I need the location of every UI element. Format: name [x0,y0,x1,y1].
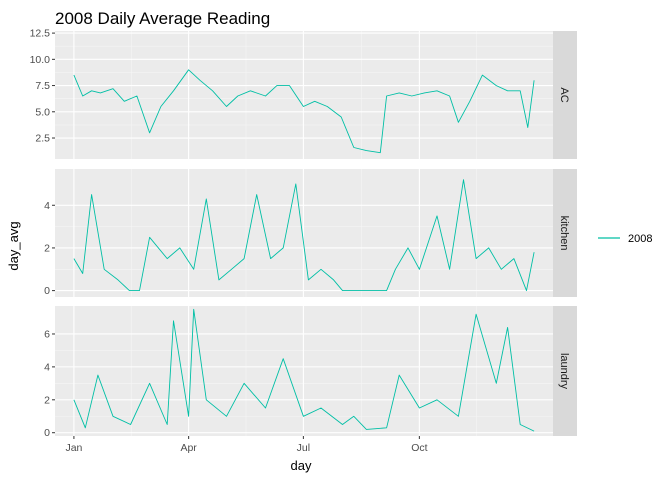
facet-kitchen: 0 2 4 kitchen [44,169,577,297]
facet-strip [553,31,577,159]
y-axis-title: day_avg [6,221,21,270]
facet-panels: 2.5 5.0 7.5 10.0 12.5 AC 0 2 4 kitchen 0 2 4 6 laundry… [30,28,577,454]
y-tick-label: 0 [44,427,50,439]
y-tick-label: 7.5 [35,80,50,92]
facet-strip [553,306,577,436]
y-tick-label: 2 [44,242,50,254]
y-tick-label: 5.0 [35,106,50,118]
x-axis-title: day [291,458,312,473]
facet-strip-label: kitchen [558,216,570,251]
series-line-ac [73,69,535,154]
y-tick-label: 4 [44,200,50,212]
panel-background [55,31,553,159]
series-line-kitchen [73,179,535,292]
series-line-laundry [73,308,535,432]
panel-background [55,306,553,436]
y-tick-label: 2.5 [35,133,50,145]
x-tick-label: Apr [180,442,197,454]
legend-label: 2008 [628,233,652,245]
facet-ac: 2.5 5.0 7.5 10.0 12.5 AC [30,28,577,159]
facet-laundry: 0 2 4 6 laundry [44,306,577,439]
facet-strip [553,169,577,297]
x-tick-label: Oct [411,442,427,454]
y-tick-label: 4 [44,361,50,373]
facet-strip-label: AC [558,87,570,102]
y-tick-label: 0 [44,285,50,297]
y-tick-label: 12.5 [30,28,51,40]
y-tick-label: 6 [44,328,50,340]
legend: 2008 [598,233,652,245]
x-tick-label: Jan [65,442,82,454]
panel-background [55,169,553,297]
y-tick-label: 2 [44,394,50,406]
y-tick-label: 10.0 [30,54,51,66]
chart-title: 2008 Daily Average Reading [55,9,270,28]
x-tick-label: Jul [297,442,310,454]
facet-strip-label: laundry [558,353,570,390]
